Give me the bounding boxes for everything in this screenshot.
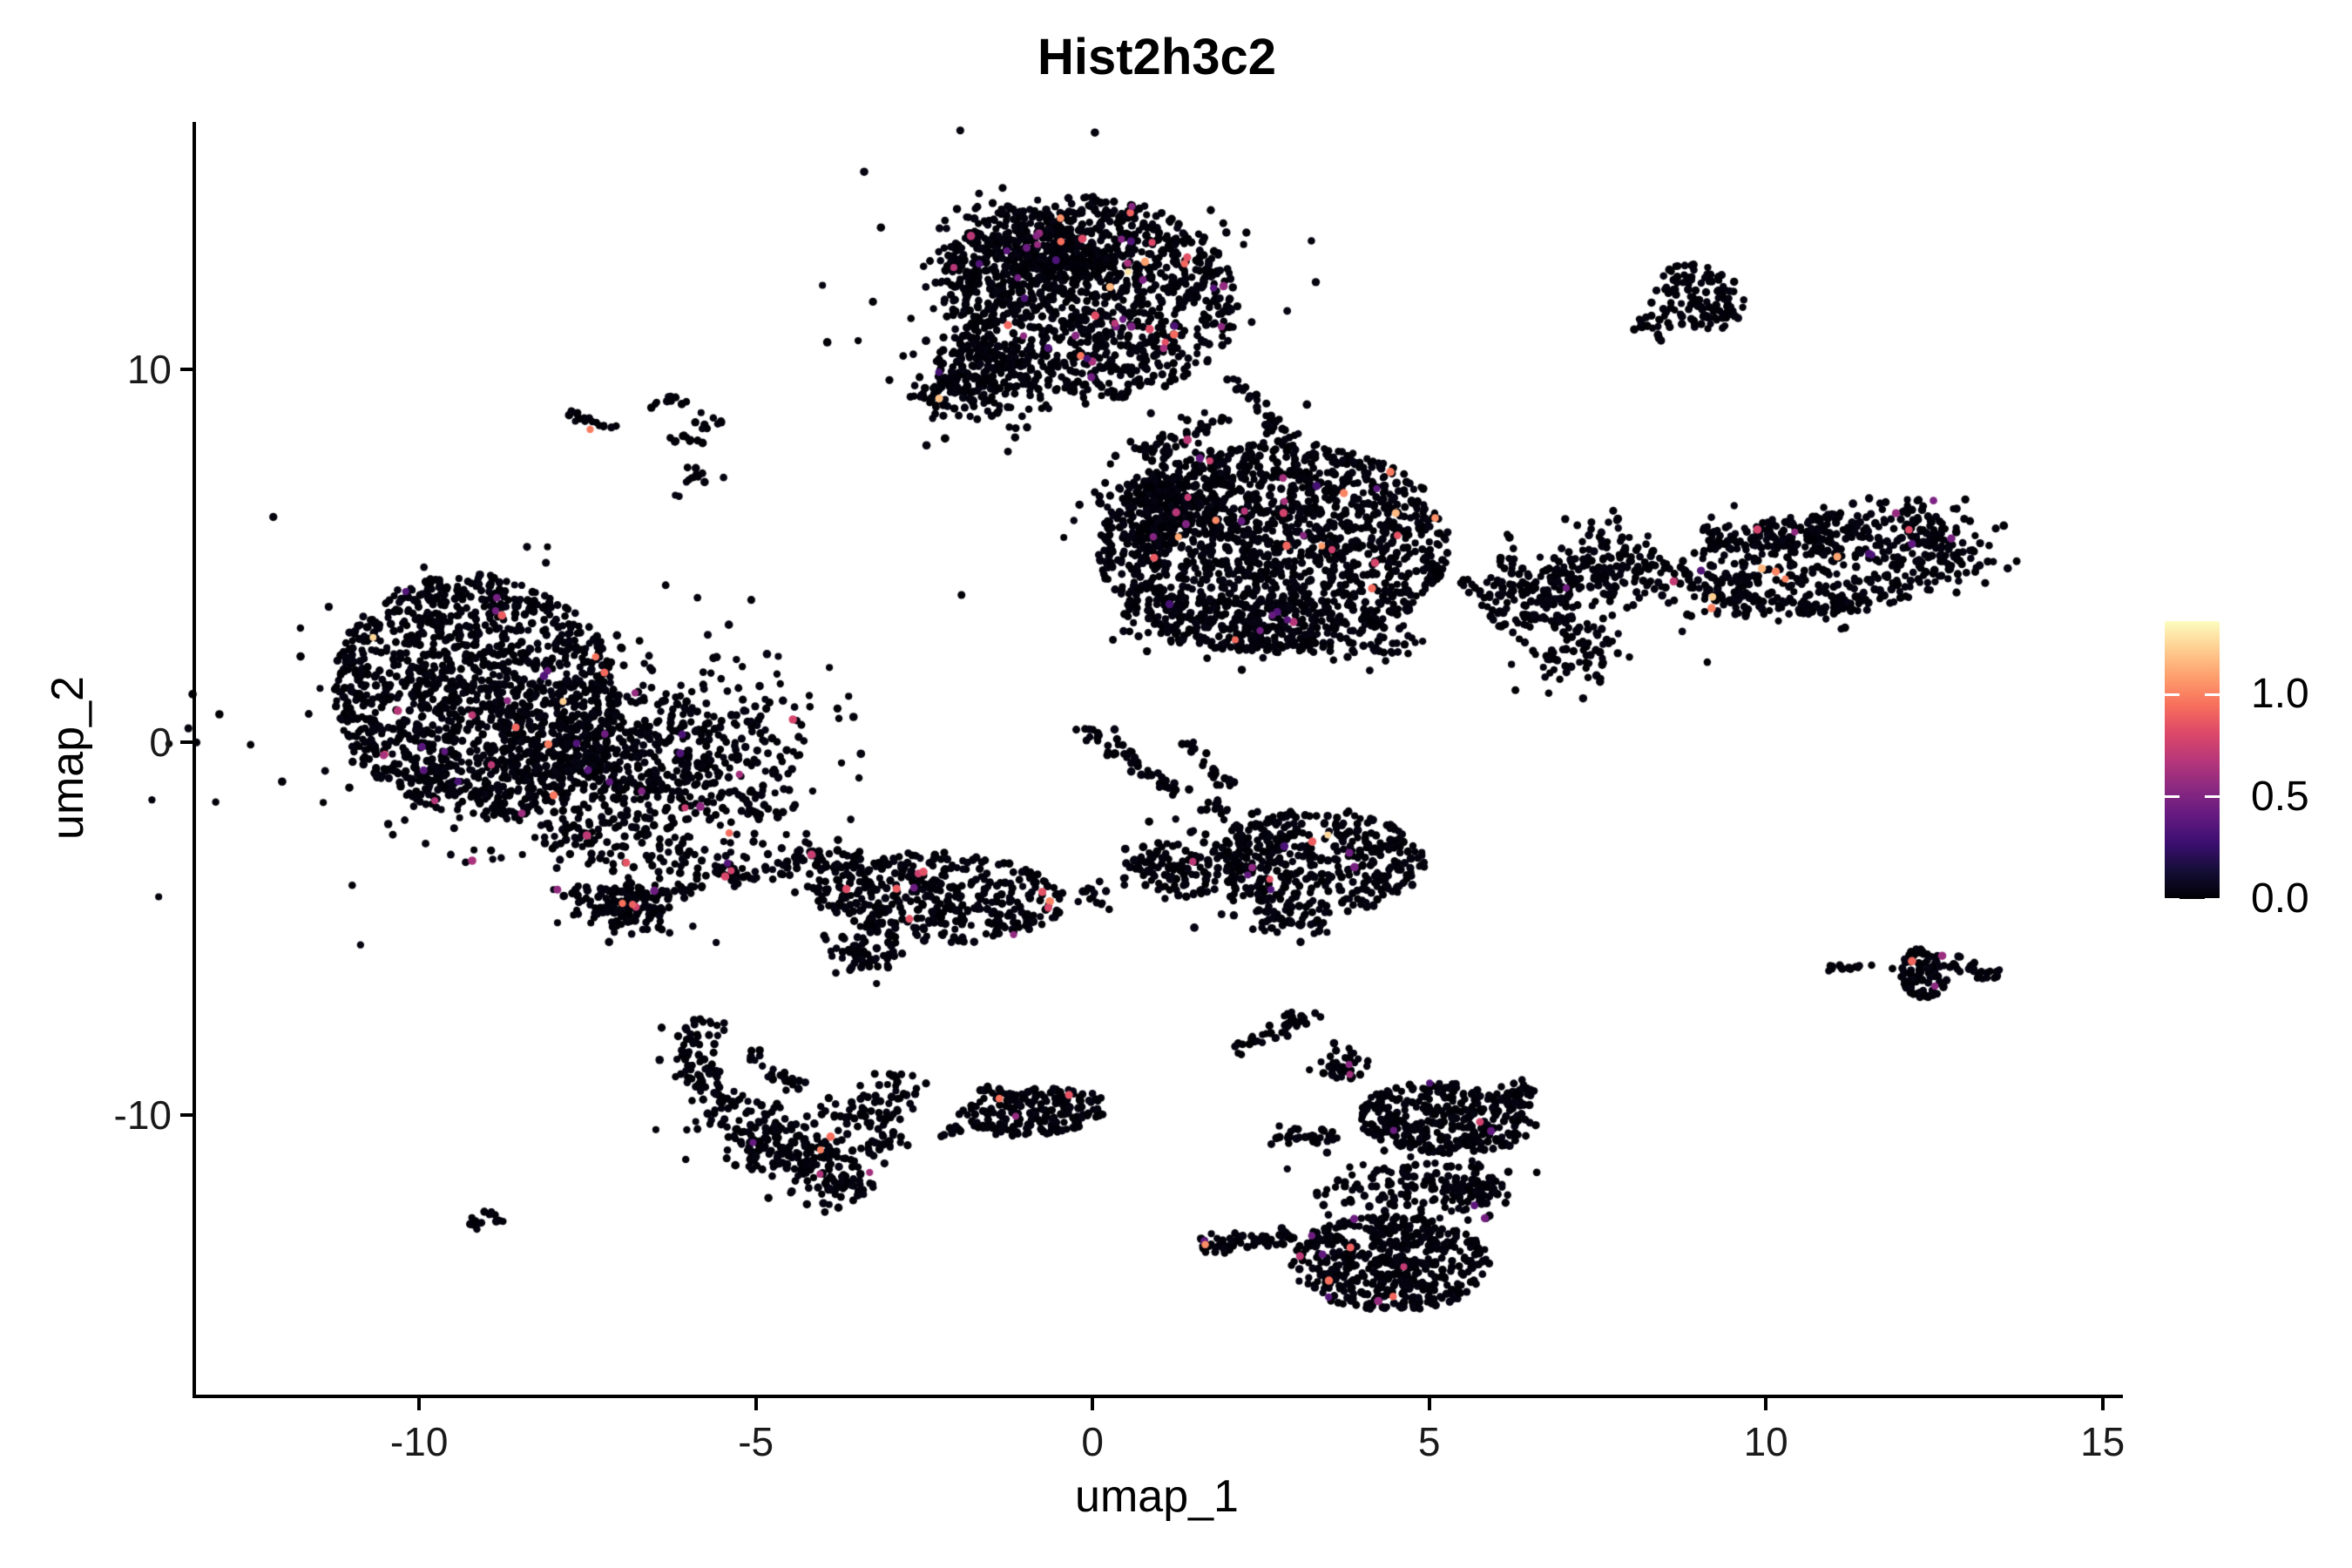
x-tick-mark — [417, 1398, 422, 1410]
colorbar-tick-notch-left — [2165, 795, 2180, 799]
y-tick-mark — [180, 368, 193, 372]
colorbar-tick-label: 0.5 — [2251, 773, 2309, 820]
colorbar-gradient — [2165, 621, 2220, 899]
colorbar-tick-notch-right — [2205, 693, 2220, 696]
x-tick-label: -10 — [389, 1419, 449, 1464]
x-axis-title: umap_1 — [1075, 1471, 1239, 1522]
colorbar-tick-label: 1.0 — [2251, 671, 2309, 718]
x-tick-label: 0 — [1081, 1419, 1104, 1464]
y-tick-label: 10 — [126, 347, 172, 393]
colorbar-tick-notch-right — [2205, 795, 2220, 799]
y-tick-label: -10 — [113, 1092, 172, 1139]
x-tick-mark — [1427, 1398, 1431, 1410]
y-tick-mark — [180, 1113, 193, 1118]
y-axis-line — [193, 122, 196, 1398]
x-tick-label: 15 — [2080, 1419, 2126, 1464]
y-axis-title: umap_2 — [43, 676, 93, 840]
y-tick-mark — [180, 740, 193, 745]
x-tick-label: 5 — [1417, 1419, 1441, 1464]
x-tick-label: 10 — [1743, 1419, 1788, 1464]
y-tick-label: 0 — [149, 720, 172, 766]
x-tick-mark — [1091, 1398, 1095, 1410]
x-tick-label: -5 — [738, 1419, 774, 1464]
x-tick-mark — [2100, 1398, 2105, 1410]
colorbar-tick-label: 0.0 — [2251, 875, 2309, 922]
plot-title: Hist2h3c2 — [1037, 29, 1277, 85]
x-tick-mark — [754, 1398, 758, 1410]
x-tick-mark — [1764, 1398, 1768, 1410]
x-axis-line — [193, 1395, 2123, 1398]
colorbar-tick-notch-left — [2165, 897, 2180, 901]
colorbar-tick-notch-right — [2205, 897, 2220, 901]
colorbar-tick-notch-left — [2165, 693, 2180, 696]
